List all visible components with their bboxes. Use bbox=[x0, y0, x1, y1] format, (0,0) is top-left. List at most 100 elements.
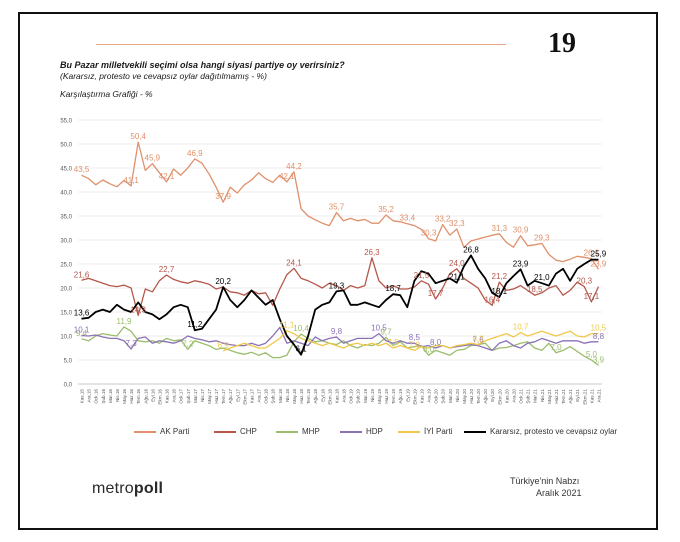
x-tick-label: Tem.19 bbox=[391, 389, 396, 405]
legend-label: İYİ Parti bbox=[424, 427, 453, 436]
x-tick-label: Nis.16 bbox=[115, 389, 120, 402]
y-tick-label: 5,0 bbox=[64, 359, 73, 365]
data-label: 5,0 bbox=[586, 350, 598, 359]
data-label: 6,1 bbox=[295, 345, 307, 354]
data-label: 31,3 bbox=[492, 224, 508, 233]
x-tick-label: May.16 bbox=[122, 389, 127, 404]
footer-title: Türkiye'nin Nabzı bbox=[510, 476, 580, 486]
data-label: 11,9 bbox=[117, 317, 133, 326]
x-tick-label: Tem.18 bbox=[306, 389, 311, 405]
data-label: 24,1 bbox=[286, 258, 302, 267]
x-tick-label: Nis.20 bbox=[455, 389, 460, 402]
x-tick-label: Ekm.20 bbox=[497, 389, 502, 405]
x-tick-label: Eyl.19 bbox=[405, 389, 410, 402]
data-label: 17,1 bbox=[584, 292, 600, 301]
x-tick-label: Ara.16 bbox=[172, 389, 177, 403]
data-label: 20,3 bbox=[577, 277, 593, 286]
x-tick-label: Haz.18 bbox=[299, 389, 304, 404]
x-tick-label: Mar.19 bbox=[363, 389, 368, 403]
data-label: 20,2 bbox=[215, 277, 231, 286]
x-tick-label: Ağu.19 bbox=[398, 389, 403, 404]
x-tick-label: May.21 bbox=[547, 389, 552, 404]
y-tick-label: 55,0 bbox=[60, 119, 72, 125]
x-tick-label: Nis.17 bbox=[200, 389, 205, 402]
data-label: 32,3 bbox=[449, 219, 465, 228]
data-label: 30,9 bbox=[513, 226, 529, 235]
x-tick-label: Eyl.21 bbox=[575, 389, 580, 402]
y-tick-label: 20,0 bbox=[60, 287, 72, 293]
data-label: 18,5 bbox=[527, 285, 543, 294]
legend-item: HDP bbox=[340, 427, 383, 436]
data-label: 26,3 bbox=[364, 248, 380, 257]
slide-frame bbox=[18, 12, 658, 530]
x-tick-label: Ağu.17 bbox=[228, 389, 233, 404]
data-label: 11,1 bbox=[279, 321, 295, 330]
x-tick-label: May.19 bbox=[377, 389, 382, 404]
footer-date: Aralık 2021 bbox=[536, 488, 582, 498]
data-label: 7,6 bbox=[473, 336, 485, 345]
logo-text-part1: metro bbox=[92, 480, 134, 497]
data-label: 11,2 bbox=[187, 320, 203, 329]
data-label: 44,2 bbox=[286, 162, 302, 171]
x-tick-label: Mar.21 bbox=[533, 389, 538, 403]
y-tick-label: 25,0 bbox=[60, 263, 72, 269]
legend-swatch bbox=[340, 430, 362, 433]
data-label: 18,7 bbox=[385, 284, 401, 293]
x-tick-label: Şub.21 bbox=[526, 389, 531, 404]
x-tick-label: Ock.17 bbox=[179, 389, 184, 404]
x-tick-label: Haz.21 bbox=[554, 389, 559, 404]
x-tick-label: Ağu.20 bbox=[483, 389, 488, 404]
header-rule bbox=[96, 44, 506, 45]
logo-text-part2: poll bbox=[133, 480, 164, 497]
x-tick-label: Ara.18 bbox=[342, 389, 347, 403]
data-label: 19,3 bbox=[329, 281, 345, 290]
x-tick-label: Tem.20 bbox=[476, 389, 481, 405]
x-tick-label: Ock.21 bbox=[519, 389, 524, 404]
x-tick-label: Haz.20 bbox=[469, 389, 474, 404]
y-tick-label: 35,0 bbox=[60, 215, 72, 221]
data-label: 9,7 bbox=[380, 327, 392, 336]
data-label: 21,1 bbox=[449, 273, 465, 282]
series-line-0 bbox=[81, 141, 600, 270]
x-tick-label: Ağu.18 bbox=[313, 389, 318, 404]
x-tick-label: Ağu.16 bbox=[143, 389, 148, 404]
data-label: 29,3 bbox=[534, 233, 550, 242]
legend-label: HDP bbox=[366, 427, 383, 436]
data-label: 21,0 bbox=[534, 273, 550, 282]
x-tick-label: Ock.16 bbox=[94, 389, 99, 404]
x-tick-label: Mar.16 bbox=[108, 389, 113, 403]
data-label: 9,4 bbox=[76, 329, 88, 338]
legend-item: AK Parti bbox=[134, 427, 189, 436]
data-label: 33,2 bbox=[435, 215, 451, 224]
metropoll-logo: metropoll bbox=[92, 480, 163, 498]
data-label: 25,9 bbox=[591, 250, 607, 259]
x-tick-label: Kas.20 bbox=[504, 389, 509, 404]
data-label: 16,4 bbox=[484, 295, 500, 304]
data-label: 37,9 bbox=[215, 192, 231, 201]
data-label: 10,4 bbox=[293, 324, 309, 333]
x-tick-label: Ara.15 bbox=[87, 389, 92, 403]
x-tick-label: Ara.20 bbox=[511, 389, 516, 403]
data-label: 46,9 bbox=[187, 149, 203, 158]
legend-swatch bbox=[464, 430, 486, 433]
y-tick-label: 15,0 bbox=[60, 311, 72, 317]
x-tick-label: Kas.21 bbox=[589, 389, 594, 404]
x-tick-label: Nis.19 bbox=[370, 389, 375, 402]
x-tick-label: Ekm.21 bbox=[582, 389, 587, 405]
chart-legend: AK Parti CHP MHP HDP İYİ Parti Kararsız, prot… bbox=[118, 427, 638, 441]
x-tick-label: Mar.20 bbox=[448, 389, 453, 403]
x-tick-label: May.18 bbox=[292, 389, 297, 404]
data-label: 17,7 bbox=[428, 289, 444, 298]
x-tick-label: Haz.17 bbox=[214, 389, 219, 404]
data-label: 10,5 bbox=[591, 324, 607, 333]
x-tick-label: Tem.21 bbox=[561, 389, 566, 405]
data-label: 24,0 bbox=[449, 259, 465, 268]
x-tick-label: Şub.20 bbox=[441, 389, 446, 404]
data-label: 10,5 bbox=[371, 324, 387, 333]
x-tick-label: Eyl.16 bbox=[150, 389, 155, 402]
legend-label: MHP bbox=[302, 427, 320, 436]
x-tick-label: Mar.17 bbox=[193, 389, 198, 403]
data-label: 7,2 bbox=[182, 339, 194, 348]
x-tick-label: Ağu.21 bbox=[568, 389, 573, 404]
